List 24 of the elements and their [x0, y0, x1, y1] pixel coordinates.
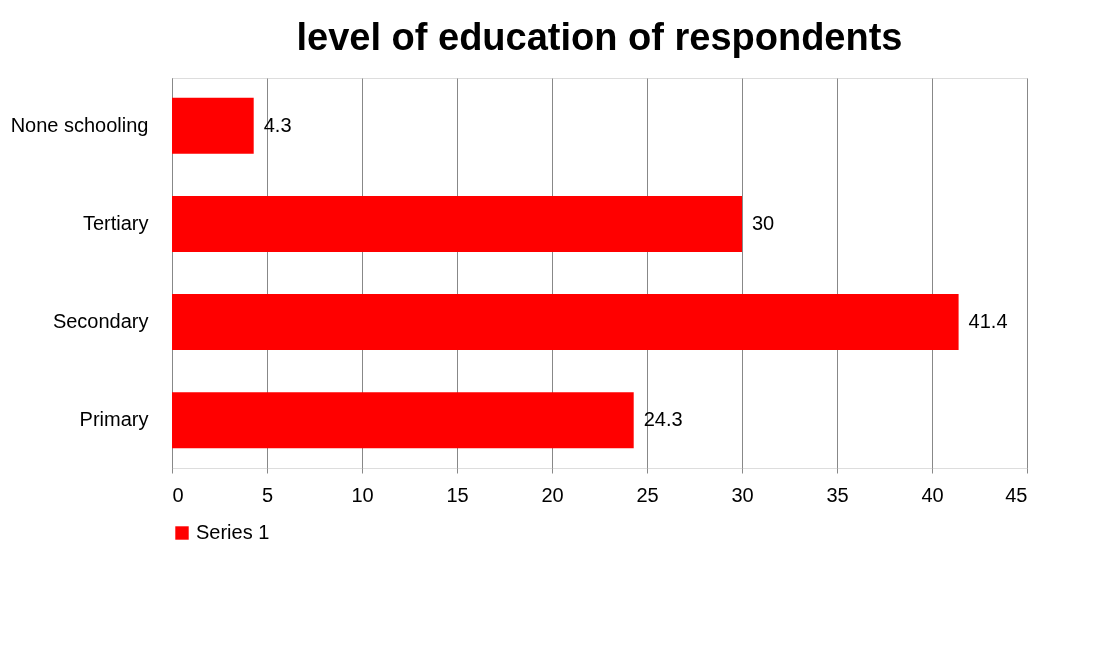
data-label: 24.3: [643, 408, 683, 431]
bar: [172, 97, 254, 154]
x-tick-label: 20: [541, 483, 564, 506]
bar: [172, 195, 742, 252]
x-tick-label: 0: [172, 483, 184, 506]
data-label: 30: [752, 211, 775, 234]
data-label: 4.3: [263, 113, 292, 136]
x-tick-label: 35: [826, 483, 849, 506]
x-tick-label: 10: [351, 483, 374, 506]
data-label: 41.4: [968, 310, 1008, 333]
x-tick-label: 15: [446, 483, 469, 506]
y-tick-label: Tertiary: [82, 211, 149, 234]
bar: [172, 294, 959, 351]
y-tick-label: Primary: [79, 408, 149, 431]
x-tick-label: 40: [921, 483, 944, 506]
x-tick-label: 25: [636, 483, 659, 506]
bar: [172, 392, 634, 449]
x-tick-label: 5: [261, 483, 274, 506]
y-tick-label: Secondary: [52, 310, 149, 333]
x-tick-label: 30: [731, 483, 754, 506]
x-tick-label: 45: [1005, 483, 1028, 506]
y-tick-label: None schooling: [10, 113, 149, 136]
legend-label: Series 1: [196, 521, 270, 543]
chart-title: level of education of respondents: [296, 16, 903, 58]
